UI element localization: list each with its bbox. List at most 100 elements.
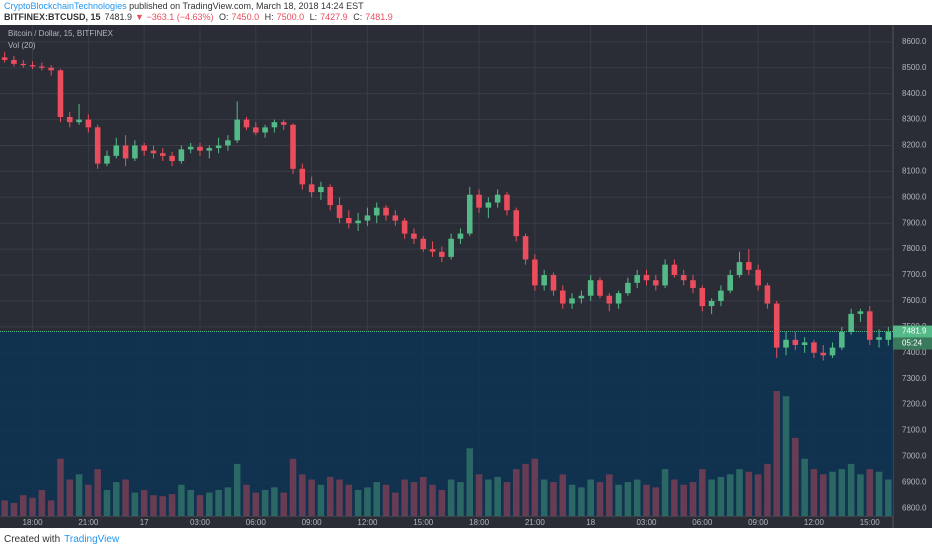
volume-bar [419, 476, 427, 516]
volume-bar [168, 494, 176, 516]
y-tick-label: 7000.0 [902, 452, 927, 461]
x-tick-label: 18:00 [23, 518, 44, 527]
volume-bar [10, 502, 18, 516]
candle-body [383, 207, 389, 216]
volume-bar [513, 469, 520, 516]
candle-body [448, 238, 454, 257]
candle-body [197, 146, 203, 151]
ohlc-value: 7481.9 [365, 12, 393, 22]
volume-bar [336, 479, 343, 516]
volume-bar [829, 471, 836, 516]
volume-bar [140, 489, 148, 516]
candle-body [336, 205, 343, 219]
volume-bar [606, 474, 613, 516]
candle-body [271, 122, 278, 128]
candle-body [783, 339, 789, 348]
volume-bar [215, 489, 222, 516]
volume-bar [103, 489, 111, 516]
x-tick-label: 09:00 [748, 518, 769, 527]
header: CryptoBlockchainTechnologies published o… [4, 1, 396, 23]
volume-bar [47, 500, 55, 516]
volume-bar [289, 458, 297, 516]
candle-body [587, 280, 594, 296]
x-tick-label: 18 [586, 518, 595, 527]
candle-body [364, 215, 371, 221]
candle-body [578, 295, 585, 299]
candle-body [234, 119, 240, 141]
x-tick-label: 17 [140, 518, 149, 527]
y-tick-label: 8600.0 [902, 37, 927, 46]
x-tick-label: 15:00 [413, 518, 434, 527]
volume-bar [792, 437, 799, 516]
candle-body [494, 194, 501, 203]
ohlc-value: 7500.0 [276, 12, 305, 22]
volume-bar [857, 474, 864, 516]
volume-bar [717, 476, 725, 516]
countdown: 05:24 [902, 339, 923, 348]
volume-bar [382, 484, 390, 516]
volume-bar [773, 391, 780, 516]
volume-bar [652, 487, 660, 516]
y-tick-label: 7100.0 [902, 426, 927, 435]
candle-body [39, 66, 45, 68]
volume-bar [159, 496, 167, 516]
volume-bar [819, 474, 827, 516]
volume-bar [29, 497, 36, 516]
candle-body [141, 145, 147, 151]
candle-body [318, 186, 324, 193]
volume-bar [726, 474, 734, 516]
x-tick-label: 06:00 [246, 518, 267, 527]
ohlc-key: L: [309, 12, 318, 22]
candle-body [504, 194, 510, 211]
candle-body [20, 63, 27, 66]
candle-body [178, 149, 185, 162]
candle-body [606, 295, 613, 304]
author-link[interactable]: CryptoBlockchainTechnologies [4, 1, 127, 11]
candle-body [187, 146, 194, 150]
candle-body [643, 275, 650, 281]
volume-bar [392, 492, 399, 516]
candle-body [876, 337, 882, 340]
candle-body [746, 262, 752, 270]
candle-body [792, 339, 799, 345]
volume-bar [550, 482, 557, 516]
volume-bar [85, 484, 92, 516]
candle-body [550, 275, 557, 291]
volume-bar [522, 463, 529, 516]
volume-bar [494, 476, 501, 516]
volume-bar [680, 484, 687, 516]
candle-body [48, 67, 54, 71]
ohlc-value: 7427.9 [320, 12, 348, 22]
volume-bar [38, 489, 46, 516]
volume-bar [671, 479, 678, 516]
candle-body [253, 127, 259, 133]
volume-bar [75, 474, 83, 516]
volume-bar [568, 484, 576, 516]
change: ▼ −363.1 (−4.63%) [135, 12, 214, 22]
volume-bar [624, 482, 632, 516]
volume-bar [699, 469, 706, 516]
volume-bar [94, 469, 101, 516]
ohlc-key: O: [219, 12, 229, 22]
candle-body [57, 70, 64, 117]
volume-bar [745, 471, 753, 516]
ohlc-key: C: [353, 12, 363, 22]
x-tick-label: 15:00 [860, 518, 881, 527]
x-tick-label: 21:00 [525, 518, 546, 527]
last-price-label: 7481.9 [902, 327, 927, 336]
candle-body [457, 233, 464, 239]
brand[interactable]: TradingView [64, 534, 120, 545]
countdown-tag [893, 337, 932, 350]
y-tick-label: 8200.0 [902, 141, 927, 150]
volume-bar [466, 448, 474, 516]
candle-body [11, 59, 17, 64]
candle-body [522, 236, 529, 260]
shaded-area [0, 331, 893, 516]
volume-bar [299, 474, 306, 516]
price-tag [893, 325, 932, 338]
candle-body [466, 194, 473, 234]
y-tick-label: 7300.0 [902, 374, 927, 383]
volume-bar [364, 487, 371, 516]
ohlc-key: H: [264, 12, 274, 22]
candle-body [132, 145, 138, 159]
